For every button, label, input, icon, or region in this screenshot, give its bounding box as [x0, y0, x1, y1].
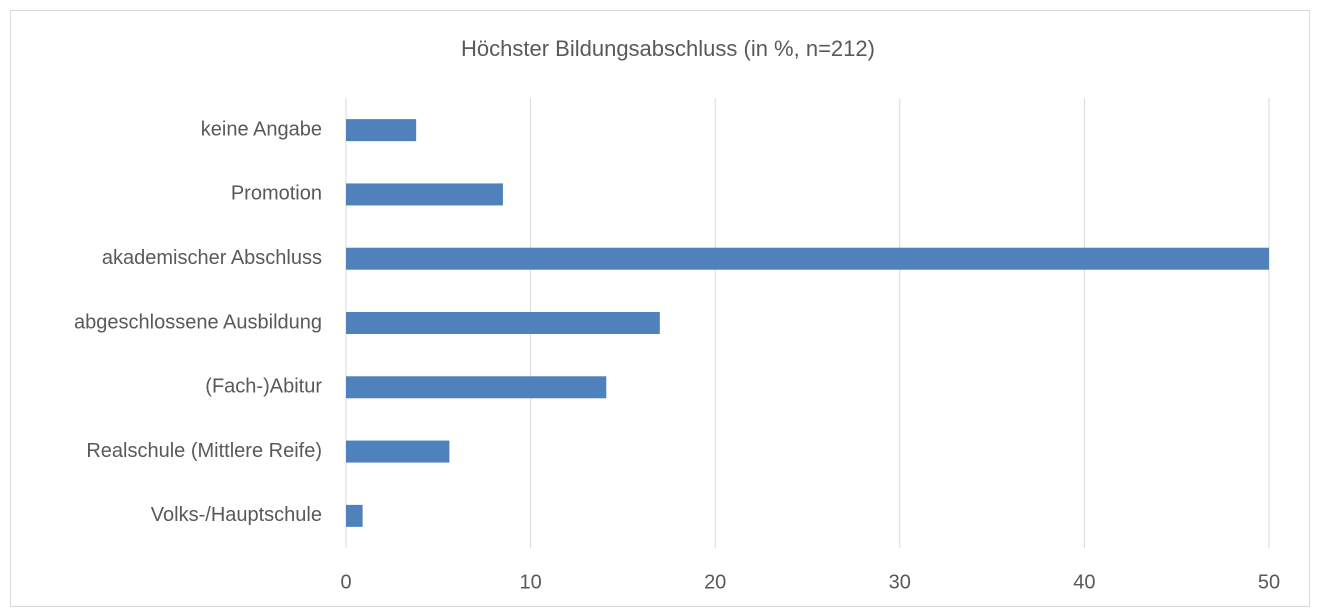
bar	[346, 504, 363, 527]
x-tick-label: 20	[704, 571, 726, 593]
bar	[346, 376, 607, 399]
y-tick-label: Volks-/Hauptschule	[151, 504, 322, 526]
bar	[346, 247, 1269, 270]
chart-title: Höchster Bildungsabschluss (in %, n=212)	[461, 36, 875, 61]
y-tick-label: akademischer Abschluss	[102, 247, 322, 269]
x-tick-label: 40	[1073, 571, 1095, 593]
y-tick-label: (Fach-)Abitur	[205, 376, 322, 398]
bar	[346, 312, 660, 334]
y-tick-label: Promotion	[231, 183, 322, 205]
x-tick-label: 10	[519, 571, 541, 593]
bar	[346, 119, 417, 142]
bar	[346, 440, 450, 463]
y-tick-label: keine Angabe	[201, 118, 322, 140]
x-tick-label: 0	[340, 571, 351, 593]
chart-border	[10, 10, 1310, 607]
x-tick-label: 50	[1258, 571, 1280, 593]
y-tick-label: Realschule (Mittlere Reife)	[86, 440, 322, 462]
x-tick-label: 30	[889, 571, 911, 593]
bar	[346, 183, 503, 206]
y-tick-label: abgeschlossene Ausbildung	[74, 311, 322, 333]
